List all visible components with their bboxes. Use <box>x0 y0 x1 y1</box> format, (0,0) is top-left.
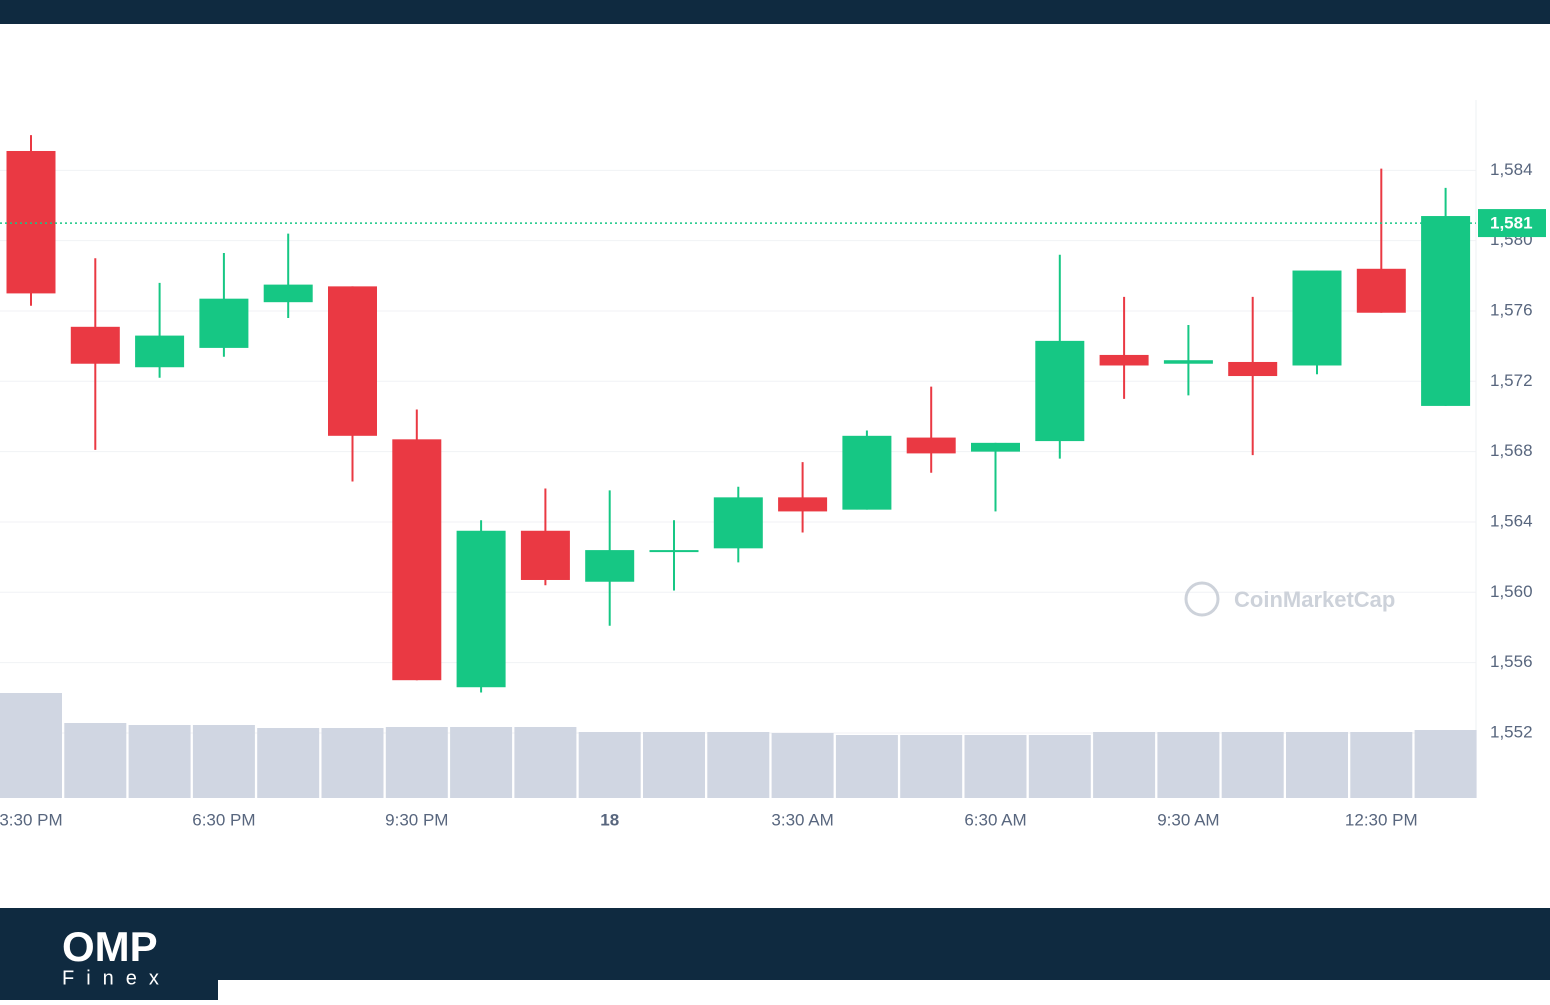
y-tick-label: 1,568 <box>1490 441 1533 460</box>
volume-bar <box>1350 732 1413 798</box>
candle-body <box>1292 270 1342 366</box>
y-tick-label: 1,564 <box>1490 511 1533 530</box>
volume-bar <box>192 725 255 798</box>
candle-body <box>1163 360 1213 364</box>
x-tick-label: 6:30 AM <box>964 810 1026 829</box>
volume-bar <box>1093 732 1156 798</box>
volume-bar <box>1286 732 1348 798</box>
watermark-text: CoinMarketCap <box>1234 587 1395 612</box>
volume-bar <box>643 732 705 798</box>
candle-body <box>778 497 828 512</box>
volume-bar <box>1221 732 1284 798</box>
volume-bar <box>1028 735 1091 798</box>
candle-body <box>1356 268 1406 313</box>
candle-body <box>6 150 56 294</box>
watermark: CoinMarketCap <box>1184 581 1395 617</box>
last-price-label: 1,581 <box>1490 214 1533 233</box>
volume-bar <box>64 723 127 798</box>
volume-bar <box>257 728 320 798</box>
volume-bar <box>514 727 577 798</box>
candle-body <box>1228 361 1278 377</box>
candle-body <box>456 530 506 688</box>
x-tick-label: 3:30 PM <box>0 810 63 829</box>
x-tick-label: 3:30 AM <box>771 810 833 829</box>
x-tick-label: 6:30 PM <box>192 810 255 829</box>
volume-bar <box>128 725 191 798</box>
candle-body <box>842 435 892 510</box>
candle-body <box>263 284 313 303</box>
candle-body <box>520 530 570 580</box>
x-tick-label: 12:30 PM <box>1345 810 1418 829</box>
volume-bar <box>0 693 62 798</box>
last-price-box <box>1478 209 1546 238</box>
volume-bar <box>964 735 1027 798</box>
watermark-icon <box>1184 581 1220 617</box>
volume-bar <box>321 728 384 798</box>
y-tick-label: 1,552 <box>1490 722 1533 741</box>
volume-bar <box>385 727 448 798</box>
candle-body <box>328 286 377 436</box>
y-tick-label: 1,576 <box>1490 300 1533 319</box>
candle-body <box>906 437 956 454</box>
volume-bar <box>771 733 834 798</box>
volume-bar <box>1157 732 1220 798</box>
candle-body <box>199 298 249 348</box>
candle-body <box>971 442 1020 452</box>
volume-bar <box>707 732 770 798</box>
candle-body <box>713 497 763 549</box>
y-tick-label: 1,572 <box>1490 371 1533 390</box>
volume-bar <box>835 735 898 798</box>
volume-bar <box>1414 730 1477 798</box>
brand-sub: Finex <box>62 967 171 989</box>
volume-bar <box>900 735 963 798</box>
candle-body <box>585 550 635 582</box>
y-tick-label: 1,584 <box>1490 160 1533 179</box>
x-tick-label: 18 <box>600 810 619 829</box>
x-tick-label: 9:30 AM <box>1157 810 1219 829</box>
candle-body <box>392 439 442 681</box>
candle-body <box>649 550 699 553</box>
candle-body <box>1099 354 1149 366</box>
volume-bar <box>578 732 641 798</box>
candle-body <box>135 335 185 368</box>
candle-body <box>1421 216 1471 406</box>
y-tick-label: 1,556 <box>1490 652 1533 671</box>
footer-strip <box>218 980 1550 1000</box>
top-bar <box>0 0 1550 24</box>
volume-bar <box>450 727 513 798</box>
candle-body <box>1035 340 1085 442</box>
brand-name: OMP <box>62 923 158 970</box>
x-tick-label: 9:30 PM <box>385 810 448 829</box>
candle-body <box>70 326 120 364</box>
y-tick-label: 1,560 <box>1490 582 1533 601</box>
